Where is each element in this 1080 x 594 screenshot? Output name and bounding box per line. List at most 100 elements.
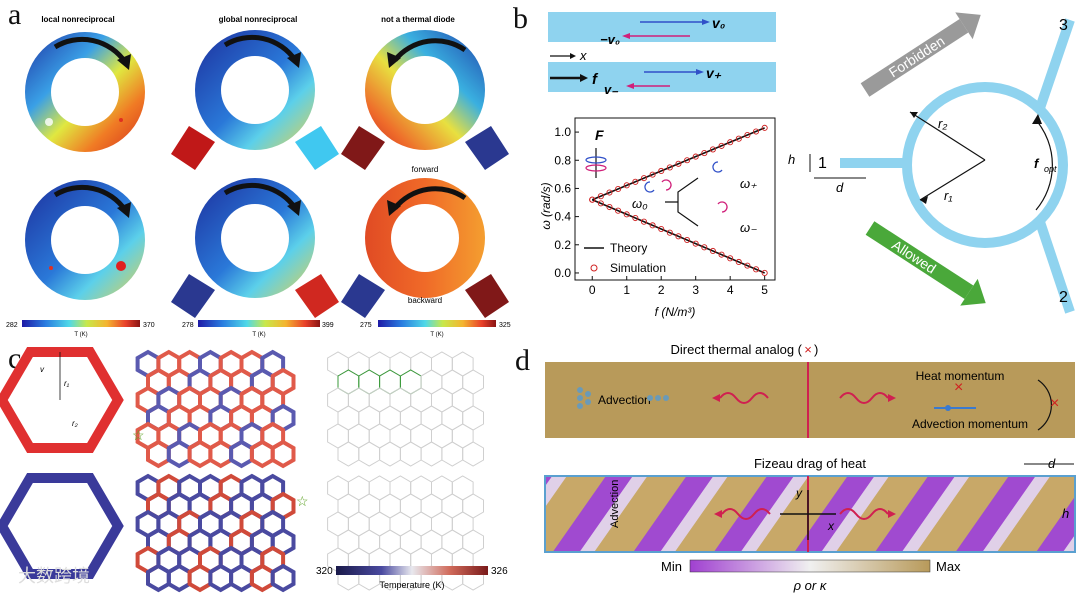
blue-hexagon — [0, 473, 124, 579]
a1-omega-label: ω≠0 — [77, 98, 93, 107]
a6-Omega-label: Ω≠0 — [418, 209, 433, 218]
d-top-title-mark: × — [804, 342, 812, 357]
hex-cell — [358, 529, 381, 555]
y-tick-label: 0.6 — [554, 181, 571, 195]
simulation-point — [684, 157, 691, 164]
hex-cell — [327, 387, 349, 413]
simulation-point — [761, 124, 768, 131]
hex-cell — [208, 439, 234, 469]
a3-omega-label: ω = 0 — [415, 96, 435, 105]
simulation-point — [666, 164, 673, 171]
minus-v0-label: −v₀ — [600, 32, 620, 47]
cb3-max: 325 — [499, 322, 511, 329]
hex-cell — [379, 529, 401, 555]
ring-local-top — [23, 30, 147, 154]
hex-cell — [441, 405, 464, 431]
panel-label-b: b — [513, 2, 528, 35]
hex-cell — [146, 563, 171, 593]
theory-line-0 — [591, 127, 765, 201]
hex-cell — [431, 423, 453, 449]
panel-b-figure: v₀ −v₀ x f v₊ v₋ 0 1 2 3 4 5 0.0 0.2 0.4 0.6 0.8 1.… — [540, 12, 1075, 319]
fizeau-title: Fizeau drag of heat — [754, 456, 866, 471]
x-tick-label: 3 — [692, 283, 699, 297]
direct-analog-box — [545, 362, 1075, 438]
panel-c-figure: v r₁ r₂ ☆ ☆ 320 326 Temperature (K) — [0, 347, 508, 593]
d-h-label: h — [1062, 506, 1069, 521]
r1-label: r₁ — [944, 188, 952, 203]
y-tick-label: 0.2 — [554, 238, 571, 252]
d-top-title: Direct thermal analog ( — [671, 342, 803, 357]
cb2-min: 278 — [182, 322, 194, 329]
simulation-point — [735, 258, 742, 266]
advection-dots — [577, 387, 669, 409]
simulation-point — [709, 247, 716, 255]
a1-Omega-label: Ω≠0 — [78, 67, 93, 76]
hex-cell — [368, 387, 391, 413]
f-opt-label: f — [1034, 156, 1040, 171]
hex-cell — [347, 423, 370, 449]
hex-cell — [451, 423, 474, 449]
simulation-point — [658, 167, 665, 175]
simulation-point — [623, 211, 630, 218]
hex-cell — [389, 387, 412, 413]
ring-global-top — [171, 28, 339, 170]
star-icon-2: ☆ — [296, 493, 309, 509]
simulation-point — [744, 262, 751, 269]
hex-cell — [431, 351, 453, 377]
x-tick-label: 5 — [761, 283, 768, 297]
ring-local-bottom — [23, 178, 147, 302]
x-tick-label: 0 — [589, 283, 596, 297]
simulation-point — [727, 255, 734, 262]
hex-cell — [420, 493, 443, 519]
v0-label: v₀ — [712, 15, 726, 31]
omega-minus-label: ω₋ — [740, 220, 757, 235]
panel-a-figure: local nonreciprocal global nonreciprocal… — [6, 15, 511, 338]
theory-line-1 — [591, 198, 765, 274]
simulation-point — [701, 244, 708, 251]
chart-ticks: 0 1 2 3 4 5 0.0 0.2 0.4 0.6 0.8 1.0 — [554, 125, 768, 297]
port3-label: 3 — [1059, 17, 1068, 34]
d-advection-label: Advection — [598, 393, 651, 407]
c-cb-min: 320 — [316, 566, 333, 577]
a6-omega-label: ω = 0 — [415, 239, 435, 248]
hex-cell — [337, 493, 360, 519]
hex-cell — [431, 387, 453, 413]
hex-cell — [389, 475, 412, 501]
hex-cell — [410, 423, 432, 449]
hex-cell — [347, 351, 370, 377]
hex-cell — [462, 529, 484, 555]
hex-cell — [337, 369, 360, 395]
allowed-label: Allowed — [889, 237, 939, 277]
omega0-label: ω₀ — [632, 196, 648, 211]
hex-cell — [249, 439, 275, 469]
forbidden-label: Forbidden — [886, 33, 948, 81]
hex-cell — [389, 423, 412, 449]
hex-cell — [431, 511, 453, 537]
colorbar-3 — [378, 320, 496, 327]
rho-colorbar — [689, 559, 931, 573]
hex-cell — [358, 369, 381, 395]
x-tick-label: 1 — [623, 283, 630, 297]
hex-cell — [441, 529, 464, 555]
hex-cell — [368, 351, 391, 377]
simulation-point — [640, 175, 648, 182]
hex-cell — [441, 441, 464, 467]
c-v-label: v — [40, 365, 45, 374]
chart-ylabel: ω (rad/s) — [540, 182, 553, 229]
a4-omega-label: ω≠0 — [77, 241, 93, 250]
d-y-label: y — [795, 486, 803, 500]
hex-cell — [431, 475, 453, 501]
cb1-min: 282 — [6, 322, 18, 329]
panel-d-figure: Direct thermal analog ( × ) Advection He… — [544, 342, 1076, 593]
hex-cell — [389, 351, 412, 377]
simulation-point — [692, 240, 699, 247]
simulation-point — [752, 266, 760, 273]
r2-label: r₂ — [938, 116, 947, 131]
simulation-point — [718, 142, 725, 149]
hex-cell — [208, 563, 234, 593]
hex-cell — [187, 439, 213, 469]
simulation-point — [597, 193, 604, 200]
red-hexagon — [0, 347, 124, 453]
hex-cell — [399, 369, 422, 395]
simulation-point — [649, 171, 656, 178]
